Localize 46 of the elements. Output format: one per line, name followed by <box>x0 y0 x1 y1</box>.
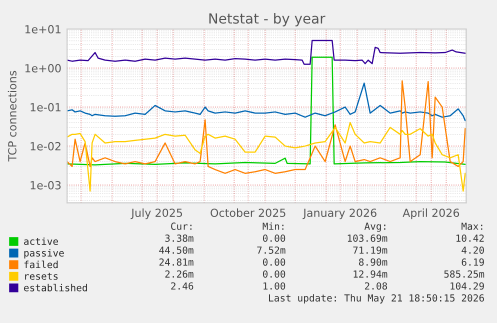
y-tick-label: 1e-03 <box>30 181 61 190</box>
text: 104.29 <box>450 282 484 290</box>
chart-title: Netstat - by year <box>209 12 326 26</box>
text: 10.42 <box>456 234 484 242</box>
legend-label: resets <box>25 272 58 280</box>
text: 6.19 <box>462 258 484 266</box>
text: 2.26m <box>165 270 194 278</box>
line-series <box>67 56 466 166</box>
x-tick-label: April 2026 <box>402 208 460 220</box>
text: 3.38m <box>165 234 194 242</box>
text: 2.46 <box>171 282 194 290</box>
text: Min: <box>262 222 284 230</box>
text: 8.90m <box>359 258 388 266</box>
text: Max: <box>462 222 482 230</box>
line-series <box>67 80 466 174</box>
text: 103.69m <box>348 234 388 242</box>
legend-label: established <box>24 284 87 292</box>
legend-label: failed <box>24 260 58 268</box>
line-series <box>67 40 466 65</box>
y-tick-label: 1e+01 <box>25 25 61 34</box>
y-tick-label: 1e-02 <box>30 142 60 150</box>
legend-label: active <box>24 237 58 245</box>
text: 7.52m <box>257 246 286 254</box>
text: Cur: <box>171 222 192 230</box>
text: Last update: Thu May 21 18:50:15 2026 <box>269 294 484 304</box>
y-tick-label: 1e+00 <box>25 64 61 72</box>
y-axis-title: TCP connections <box>8 70 16 162</box>
text: 0.00 <box>262 258 286 266</box>
x-tick-label: July 2025 <box>130 208 182 220</box>
text: 0.00 <box>262 270 286 278</box>
line-series <box>67 122 466 192</box>
text: 0.00 <box>262 234 286 242</box>
text: 4.20 <box>462 246 484 254</box>
text: 2.08 <box>364 282 388 290</box>
x-tick-label: January 2026 <box>302 208 376 220</box>
text: 24.81m <box>159 258 194 266</box>
y-tick-label: 1e-01 <box>30 103 61 112</box>
x-tick-label: October 2025 <box>210 208 286 217</box>
text: 1.00 <box>264 282 286 290</box>
text: 585.25m <box>444 270 484 278</box>
text: 12.94m <box>354 270 388 278</box>
text: 71.19m <box>353 246 388 254</box>
text: Avg: <box>364 222 386 232</box>
line-series <box>67 82 466 122</box>
text: 44.50m <box>159 246 194 254</box>
legend-label: passive <box>24 249 64 258</box>
